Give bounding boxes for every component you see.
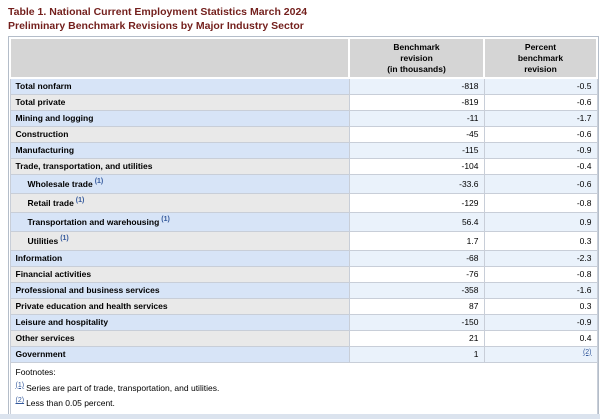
table-subtitle: Preliminary Benchmark Revisions by Major… bbox=[8, 20, 304, 32]
sector-cell: Government bbox=[9, 345, 350, 363]
percent-cell: 0.3 bbox=[483, 297, 598, 315]
table-row: Leisure and hospitality -150 -0.9 bbox=[9, 313, 598, 331]
footnote-ref-link[interactable]: (1) bbox=[75, 197, 85, 205]
footnote-ref-link[interactable]: (1) bbox=[60, 235, 69, 243]
sector-cell: Other services bbox=[9, 329, 350, 347]
benchmark-cell: -76 bbox=[348, 265, 485, 283]
col-header-benchmark-revision: Benchmark revision (in thousands) bbox=[348, 37, 485, 79]
footnote-marker-link[interactable]: (2) bbox=[15, 397, 25, 405]
sector-cell: Transportation and warehousing (1) bbox=[9, 211, 350, 232]
sector-cell: Mining and logging bbox=[9, 109, 350, 127]
sector-cell: Private education and health services bbox=[9, 297, 350, 315]
benchmark-cell: -818 bbox=[348, 77, 485, 95]
sector-cell: Financial activities bbox=[9, 265, 350, 283]
data-table: Benchmark revision (in thousands) Percen… bbox=[9, 37, 598, 416]
percent-cell: -0.6 bbox=[483, 93, 598, 111]
sector-cell: Manufacturing bbox=[9, 141, 350, 159]
percent-cell: 0.4 bbox=[483, 329, 598, 347]
table-row: Professional and business services -358 … bbox=[9, 281, 598, 299]
footnotes-row: Footnotes: (1) Series are part of trade, … bbox=[9, 361, 598, 416]
footnote-ref-link[interactable]: (1) bbox=[94, 178, 104, 186]
table-row: Total private -819 -0.6 bbox=[9, 93, 598, 111]
percent-cell: -0.6 bbox=[483, 125, 598, 143]
percent-cell: -0.5 bbox=[483, 77, 598, 95]
sector-cell: Total private bbox=[9, 93, 350, 111]
footnote-item: (1) Series are part of trade, transportat… bbox=[16, 379, 593, 395]
footnote-text: Series are part of trade, transportation… bbox=[26, 382, 220, 393]
benchmark-cell: -104 bbox=[348, 157, 485, 175]
page-bottom-strip bbox=[0, 414, 600, 419]
table-row: Retail trade (1) -129 -0.8 bbox=[9, 192, 598, 213]
sector-cell: Wholesale trade (1) bbox=[9, 173, 350, 194]
sector-cell: Information bbox=[9, 249, 350, 267]
footnote-marker-link[interactable]: (1) bbox=[15, 381, 25, 389]
table-row: Transportation and warehousing (1) 56.4 0… bbox=[9, 211, 598, 232]
sector-cell: Trade, transportation, and utilities bbox=[9, 157, 350, 175]
percent-cell: 0.9 bbox=[483, 211, 598, 232]
benchmark-cell: 87 bbox=[348, 297, 485, 315]
sector-cell: Construction bbox=[9, 125, 350, 143]
benchmark-cell: 56.4 bbox=[348, 211, 485, 232]
percent-cell: -0.8 bbox=[483, 192, 598, 213]
benchmark-cell: -358 bbox=[348, 281, 485, 299]
benchmark-cell: 1 bbox=[348, 345, 485, 363]
table-row: Mining and logging -11 -1.7 bbox=[9, 109, 598, 127]
table-row: Total nonfarm -818 -0.5 bbox=[9, 77, 598, 95]
table-row: Information -68 -2.3 bbox=[9, 249, 598, 267]
benchmark-revisions-table: Benchmark revision (in thousands) Percen… bbox=[8, 36, 599, 417]
table-row: Utilities (1) 1.7 0.3 bbox=[9, 230, 598, 251]
sector-label: Retail trade bbox=[27, 197, 74, 208]
table-row: Private education and health services 87… bbox=[9, 297, 598, 315]
col-header-sector bbox=[9, 37, 350, 79]
percent-cell: -0.9 bbox=[483, 141, 598, 159]
footnote-ref-link[interactable]: (2) bbox=[582, 348, 592, 356]
benchmark-cell: -33.6 bbox=[348, 173, 485, 194]
percent-cell: -2.3 bbox=[483, 249, 598, 267]
benchmark-cell: 1.7 bbox=[348, 230, 485, 251]
table-row: Wholesale trade (1) -33.6 -0.6 bbox=[9, 173, 598, 194]
sector-cell: Total nonfarm bbox=[9, 77, 350, 95]
sector-cell: Professional and business services bbox=[9, 281, 350, 299]
sector-cell: Leisure and hospitality bbox=[9, 313, 350, 331]
percent-cell: -0.4 bbox=[483, 157, 598, 175]
percent-cell: -0.9 bbox=[483, 313, 598, 331]
table-row: Manufacturing -115 -0.9 bbox=[9, 141, 598, 159]
table-row: Government 1 (2) bbox=[9, 345, 598, 363]
header-row: Benchmark revision (in thousands) Percen… bbox=[9, 37, 598, 79]
benchmark-cell: -819 bbox=[348, 93, 485, 111]
percent-cell: -0.8 bbox=[483, 265, 598, 283]
footnote-item: (2) Less than 0.05 percent. bbox=[16, 394, 593, 410]
percent-cell: (2) bbox=[483, 345, 598, 363]
footnote-text: Less than 0.05 percent. bbox=[26, 398, 115, 409]
percent-cell: -1.7 bbox=[483, 109, 598, 127]
sector-label: Wholesale trade bbox=[27, 178, 93, 189]
benchmark-cell: -68 bbox=[348, 249, 485, 267]
table-row: Construction -45 -0.6 bbox=[9, 125, 598, 143]
sector-label: Utilities bbox=[27, 235, 59, 246]
footnotes-cell: Footnotes: (1) Series are part of trade, … bbox=[9, 361, 598, 416]
benchmark-cell: -129 bbox=[348, 192, 485, 213]
percent-cell: -0.6 bbox=[483, 173, 598, 194]
table-title: Table 1. National Current Employment Sta… bbox=[8, 6, 308, 18]
table-title-block: Table 1. National Current Employment Sta… bbox=[8, 5, 592, 33]
sector-cell: Retail trade (1) bbox=[9, 192, 350, 213]
benchmark-cell: -11 bbox=[348, 109, 485, 127]
table-row: Trade, transportation, and utilities -10… bbox=[9, 157, 598, 175]
sector-label: Transportation and warehousing bbox=[27, 216, 160, 227]
benchmark-cell: -45 bbox=[348, 125, 485, 143]
footnotes-heading: Footnotes: bbox=[15, 366, 56, 377]
col-header-percent-benchmark-revision: Percent benchmark revision bbox=[483, 37, 598, 79]
sector-cell: Utilities (1) bbox=[9, 230, 350, 251]
benchmark-cell: -115 bbox=[348, 141, 485, 159]
percent-cell: 0.3 bbox=[483, 230, 598, 251]
benchmark-cell: -150 bbox=[348, 313, 485, 331]
percent-cell: -1.6 bbox=[483, 281, 598, 299]
benchmark-cell: 21 bbox=[348, 329, 485, 347]
table-row: Other services 21 0.4 bbox=[9, 329, 598, 347]
table-row: Financial activities -76 -0.8 bbox=[9, 265, 598, 283]
footnote-ref-link[interactable]: (1) bbox=[161, 216, 170, 224]
